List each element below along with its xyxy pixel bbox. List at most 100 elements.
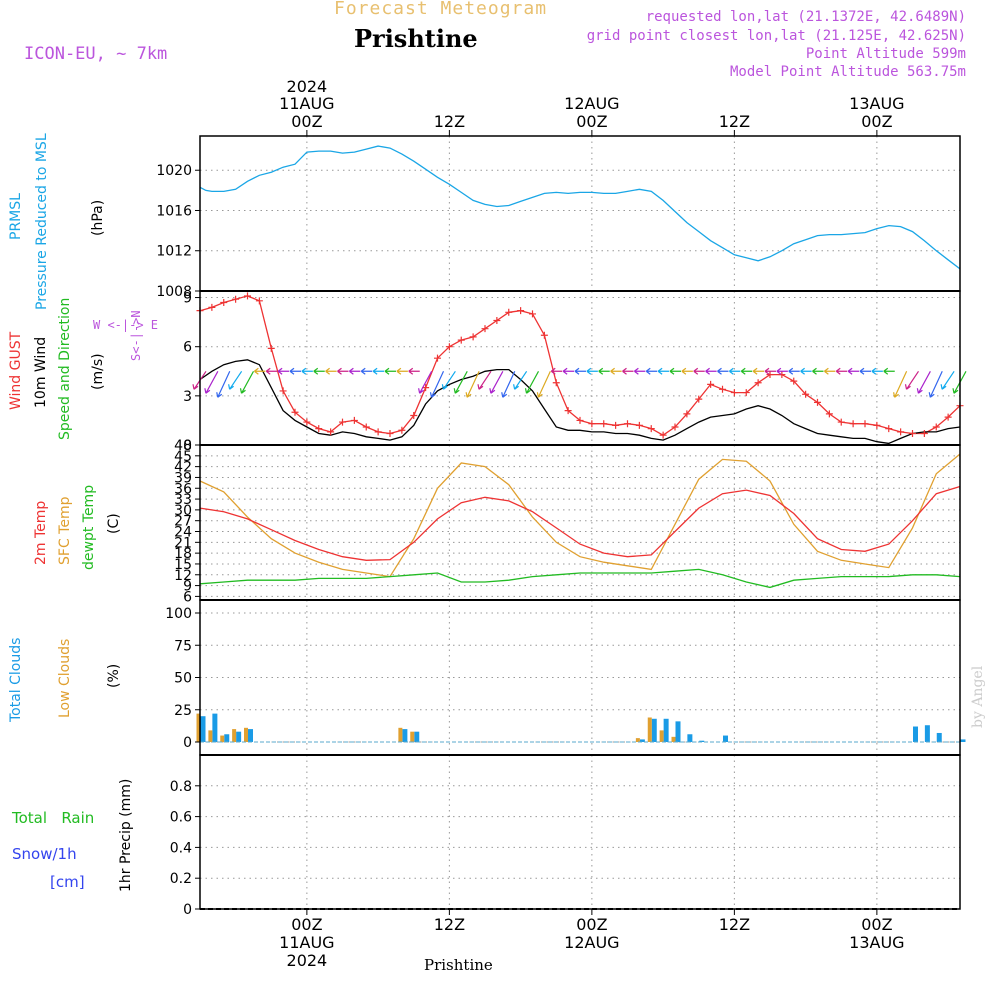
wind-direction-arrow: [800, 367, 812, 375]
snow-label: Snow/1h: [12, 845, 77, 863]
total-clouds-bar: [675, 721, 681, 742]
top-date-label: 12AUG: [564, 94, 619, 113]
gust-point: [434, 354, 441, 362]
total-clouds-bar: [248, 729, 253, 742]
temperature-y-tick-label: 42: [174, 460, 192, 476]
top-hour-label: 12Z: [719, 112, 750, 131]
precip-y-tick-label: 0.4: [170, 840, 192, 856]
gust-point: [707, 380, 715, 388]
wind-direction-arrow: [940, 370, 955, 390]
wind-direction-arrow: [277, 367, 290, 375]
wind-direction-arrow: [429, 371, 445, 398]
gust-point: [873, 421, 881, 429]
wind-direction-arrow: [349, 367, 361, 375]
wind-direction-arrow: [669, 367, 681, 375]
total-clouds-label: Total Clouds: [8, 637, 24, 722]
panel-frames: [199, 135, 961, 910]
wind-direction-arrow: [239, 370, 255, 394]
temp-unit-label: (C): [106, 513, 122, 534]
wind-direction-arrow: [812, 367, 824, 375]
wind-dir-label: Speed and Direction: [57, 297, 73, 440]
gust-point: [457, 336, 465, 344]
clouds-y-tick-label: 50: [174, 671, 192, 687]
low-clouds-label: Low Clouds: [57, 638, 73, 718]
bottom-hour-label: 12Z: [719, 915, 750, 934]
total-rain-label: Total Rain: [12, 809, 95, 827]
gust-point: [327, 428, 335, 436]
gust-point: [339, 418, 346, 426]
wind-direction-arrow: [574, 367, 586, 375]
gust-point: [588, 420, 596, 428]
gust-point: [469, 333, 477, 341]
low-clouds-bar: [398, 727, 403, 742]
temp-dew-label: dewpt Temp: [81, 484, 97, 570]
gust-point: [624, 420, 631, 428]
wind-direction-arrow: [360, 367, 373, 375]
wind-direction-arrow: [717, 367, 729, 375]
compass-ns: S<-|->N: [129, 310, 143, 361]
low-clouds-bar: [659, 730, 664, 742]
wind-unit-label: (m/s): [90, 353, 106, 390]
wind-direction-arrow: [408, 367, 420, 375]
wind-direction-arrow: [501, 371, 516, 398]
gust-point: [861, 420, 869, 428]
total-clouds-bar: [924, 725, 930, 742]
wind-direction-arrow: [764, 367, 776, 375]
wind-direction-arrow: [740, 367, 753, 375]
pressure-y-tick-label: 1020: [156, 163, 192, 179]
temperature-y-tick-label: 45: [174, 449, 192, 465]
wind-direction-arrow: [928, 371, 943, 398]
wind-direction-arrow: [562, 367, 575, 375]
total-clouds-bar: [402, 729, 408, 742]
gust-point: [695, 395, 703, 403]
temperature-y-tick-label: 27: [174, 514, 192, 530]
point-altitude: Point Altitude 599m: [805, 46, 966, 62]
gust-point: [885, 425, 893, 433]
low-clouds-bar: [410, 731, 415, 742]
gust-point: [671, 423, 679, 431]
low-clouds-bar: [220, 735, 225, 742]
model-label: ICON-EU, ~ 7km: [24, 44, 168, 64]
wind-direction-arrow: [598, 367, 610, 375]
wind-direction-arrow: [372, 367, 385, 375]
temperature-y-tick-label: 36: [174, 481, 192, 497]
wind-y-tick-label: 0: [183, 438, 192, 454]
gust-point: [849, 420, 857, 428]
temperature-y-tick-label: 24: [174, 525, 192, 541]
temperature-y-tick-label: 21: [174, 535, 192, 551]
precip-y-tick-label: 0.6: [170, 810, 192, 826]
gust-point: [398, 426, 406, 434]
wind-direction-arrow: [824, 367, 836, 375]
bottom-year-label: 2024: [287, 951, 328, 970]
panel-frame-precip: [199, 754, 961, 910]
gust-point: [540, 331, 548, 339]
gust-point: [255, 297, 263, 305]
wind-direction-arrow: [916, 370, 931, 394]
low-clouds-bar: [196, 713, 201, 742]
wind-direction-arrow: [204, 370, 219, 394]
temperature-y-tick-label: 15: [174, 557, 192, 573]
wind-10m-line: [199, 359, 961, 445]
top-year-label: 2024: [287, 77, 328, 96]
wind-direction-arrow: [265, 367, 278, 375]
gust-point: [683, 410, 691, 418]
top-hour-label: 00Z: [861, 112, 892, 131]
bottom-hour-label: 12Z: [434, 915, 465, 934]
gust-point: [742, 389, 750, 397]
gust-point: [232, 295, 240, 303]
bottom-hour-label: 00Z: [291, 915, 322, 934]
gust-point: [362, 423, 370, 431]
wind-direction-arrow: [893, 371, 908, 398]
axis-layer: 202411AUG00Z00Z11AUG202412Z12Z12AUG00Z00…: [156, 77, 904, 970]
temperature-y-tick-label: 12: [174, 568, 192, 584]
wind-direction-arrow: [254, 367, 266, 375]
gust-point: [766, 371, 774, 379]
precip-y-tick-label: 0.8: [170, 779, 192, 795]
gust-point: [909, 430, 916, 438]
total-clouds-bar: [936, 732, 942, 742]
gust-point: [920, 430, 928, 438]
gust-point: [932, 423, 940, 431]
precip-y-tick-label: 0.2: [170, 871, 192, 887]
gust-point: [564, 407, 572, 415]
wind-direction-arrow: [325, 367, 337, 375]
